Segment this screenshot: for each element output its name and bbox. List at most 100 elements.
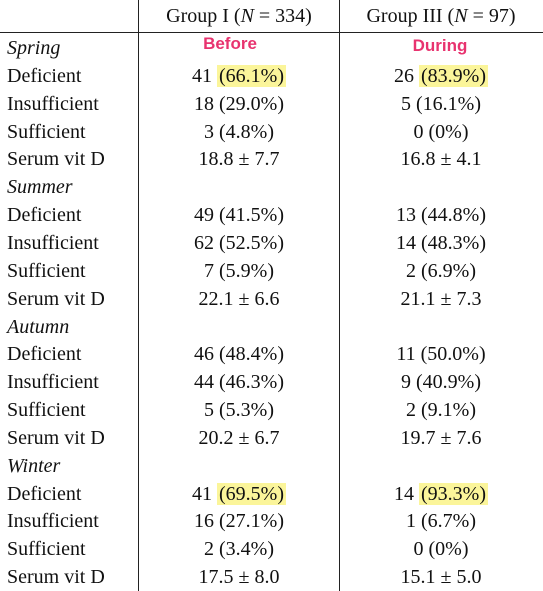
row-label: Sufficient [7, 538, 86, 560]
group-iii-serum: 15.1 ± 5.0 [400, 566, 482, 588]
season-label: Winter [7, 455, 61, 477]
highlighted-percent: (83.9%) [419, 65, 488, 87]
header-group-i: Group I (N = 334) [166, 5, 312, 27]
percent: (46.3%) [219, 371, 284, 393]
season-label: Summer [7, 176, 73, 198]
highlighted-percent: (69.5%) [217, 483, 286, 505]
count: 1 [406, 510, 416, 532]
group-i-value: 62 (52.5%) [140, 229, 338, 257]
row-label: Insufficient [7, 93, 99, 115]
count: 41 [192, 65, 212, 87]
count: 41 [192, 483, 212, 505]
count: 11 [396, 343, 416, 365]
group-i-serum: 20.2 ± 6.7 [198, 427, 280, 449]
count: 26 [394, 65, 414, 87]
percent: (5.9%) [219, 260, 274, 282]
header-rule [0, 32, 543, 33]
percent: (50.0%) [420, 343, 486, 365]
column-divider-1 [138, 0, 139, 591]
count: 49 [194, 204, 214, 226]
count: 62 [194, 232, 214, 254]
group-i-value: 16 (27.1%) [140, 507, 338, 535]
annotation-during: During [412, 36, 468, 55]
group-iii-serum: 16.8 ± 4.1 [400, 148, 482, 170]
count: 14 [396, 232, 416, 254]
count: 7 [204, 260, 214, 282]
group-i-value: 41 (69.5%) [140, 480, 338, 508]
percent: (44.8%) [421, 204, 486, 226]
percent: (40.9%) [416, 371, 481, 393]
group-iii-value: 0 (0%) [341, 535, 541, 563]
header-group-iii: Group III (N = 97) [366, 5, 516, 27]
row-label: Deficient [7, 483, 82, 505]
row-label: Serum vit D [7, 427, 105, 449]
count: 18 [194, 93, 214, 115]
group-i-value: 41 (66.1%) [140, 62, 338, 90]
percent: (52.5%) [219, 232, 284, 254]
count: 0 [413, 538, 424, 560]
count: 46 [194, 343, 214, 365]
highlighted-percent: (66.1%) [217, 65, 286, 87]
count: 0 [413, 121, 424, 143]
count: 5 [401, 93, 411, 115]
row-label: Insufficient [7, 371, 99, 393]
percent: (6.9%) [421, 260, 476, 282]
percent: (0%) [428, 538, 469, 560]
group-iii-value: 2 (9.1%) [341, 396, 541, 424]
group-iii-value: 1 (6.7%) [341, 507, 541, 535]
group-i-serum: 18.8 ± 7.7 [198, 148, 280, 170]
group-i-value: 5 (5.3%) [140, 396, 338, 424]
row-label: Insufficient [7, 232, 99, 254]
count: 5 [204, 399, 214, 421]
group-iii-value: 11 (50.0%) [341, 340, 541, 368]
percent: (4.8%) [219, 121, 274, 143]
count: 44 [194, 371, 214, 393]
column-divider-2 [339, 0, 340, 591]
count: 2 [406, 260, 416, 282]
group-i-value: 18 (29.0%) [140, 90, 338, 118]
group-iii-value: 9 (40.9%) [341, 368, 541, 396]
group-iii-value: 14 (48.3%) [341, 229, 541, 257]
row-label: Serum vit D [7, 288, 105, 310]
group-i-value: 46 (48.4%) [140, 340, 338, 368]
group-i-value: 7 (5.9%) [140, 257, 338, 285]
group-i-value: 3 (4.8%) [140, 118, 338, 146]
percent: (3.4%) [219, 538, 274, 560]
group-iii-value: 13 (44.8%) [341, 201, 541, 229]
count: 2 [204, 538, 214, 560]
percent: (41.5%) [219, 204, 284, 226]
percent: (16.1%) [416, 93, 481, 115]
row-label: Deficient [7, 343, 82, 365]
percent: (48.4%) [219, 343, 284, 365]
count: 9 [401, 371, 411, 393]
annotation-before: Before [203, 34, 257, 53]
percent: (48.3%) [421, 232, 486, 254]
count: 3 [204, 121, 214, 143]
row-label: Deficient [7, 65, 82, 87]
group-iii-serum: 19.7 ± 7.6 [400, 427, 482, 449]
percent: (9.1%) [421, 399, 476, 421]
highlighted-percent: (93.3%) [419, 483, 488, 505]
season-label: Spring [7, 37, 61, 59]
group-i-serum: 17.5 ± 8.0 [198, 566, 280, 588]
row-label: Serum vit D [7, 566, 105, 588]
row-label: Sufficient [7, 260, 86, 282]
percent: (27.1%) [219, 510, 284, 532]
season-label: Autumn [7, 316, 70, 338]
group-iii-value: 14 (93.3%) [341, 480, 541, 508]
count: 13 [396, 204, 416, 226]
percent: (5.3%) [219, 399, 274, 421]
group-i-serum: 22.1 ± 6.6 [198, 288, 280, 310]
count: 14 [394, 483, 414, 505]
group-i-value: 44 (46.3%) [140, 368, 338, 396]
row-label: Insufficient [7, 510, 99, 532]
row-label: Serum vit D [7, 148, 105, 170]
count: 2 [406, 399, 416, 421]
count: 16 [194, 510, 214, 532]
percent: (0%) [428, 121, 469, 143]
percent: (29.0%) [219, 93, 284, 115]
group-iii-value: 26 (83.9%) [341, 62, 541, 90]
group-i-value: 2 (3.4%) [140, 535, 338, 563]
group-iii-value: 0 (0%) [341, 118, 541, 146]
